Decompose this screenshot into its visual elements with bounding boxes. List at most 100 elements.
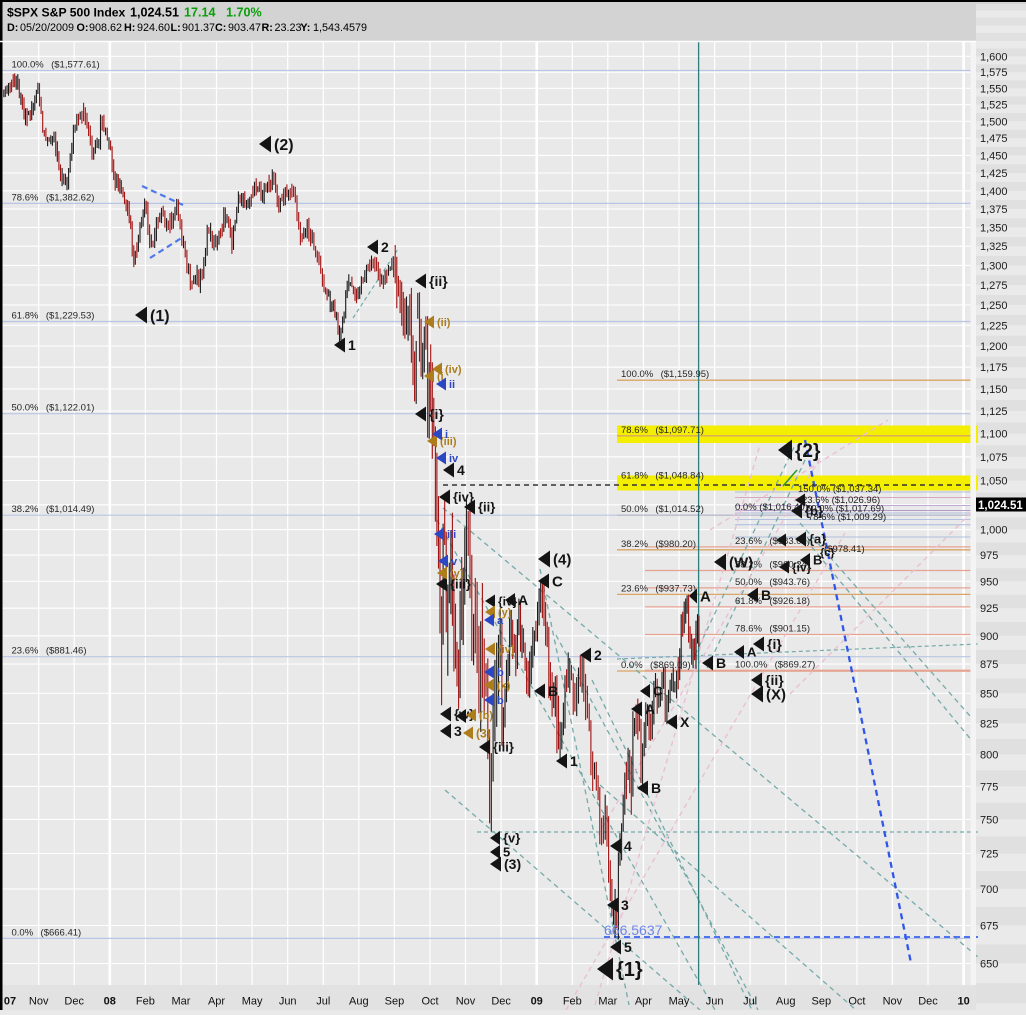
svg-text:50.0% ($943.76): 50.0% ($943.76) <box>735 577 810 588</box>
svg-text:i: i <box>445 429 448 441</box>
svg-text:1,000: 1,000 <box>980 525 1008 537</box>
svg-text:C: C <box>653 684 663 699</box>
svg-text:1,250: 1,250 <box>980 300 1008 312</box>
svg-text:X: X <box>680 714 690 730</box>
svg-text:{ii}: {ii} <box>478 500 495 515</box>
svg-text:2: 2 <box>381 239 389 255</box>
svg-text:{i}: {i} <box>429 406 444 422</box>
svg-text:(1): (1) <box>150 308 170 325</box>
svg-text:61.8% ($1,048.84): 61.8% ($1,048.84) <box>621 471 704 482</box>
svg-text:05/20/2009: 05/20/2009 <box>20 22 74 34</box>
svg-text:61.8% ($926.18): 61.8% ($926.18) <box>735 596 810 607</box>
svg-text:(y): (y) <box>498 607 512 619</box>
svg-text:1,525: 1,525 <box>980 100 1008 112</box>
svg-text:78.6% ($1,009.29): 78.6% ($1,009.29) <box>808 512 886 523</box>
svg-text:775: 775 <box>980 781 998 793</box>
svg-text:a: a <box>497 615 504 627</box>
svg-text:3: 3 <box>621 897 629 913</box>
svg-text:iii: iii <box>447 529 456 541</box>
svg-text:908.62: 908.62 <box>89 22 122 34</box>
svg-text:L:: L: <box>171 22 181 34</box>
svg-text:17.14: 17.14 <box>184 6 216 20</box>
svg-text:O:: O: <box>77 22 89 34</box>
svg-text:950: 950 <box>980 576 998 588</box>
svg-text:(iv): (iv) <box>498 644 515 656</box>
svg-text:38.2% ($1,014.49): 38.2% ($1,014.49) <box>12 504 95 515</box>
svg-text:Dec: Dec <box>918 996 938 1008</box>
svg-text:Mar: Mar <box>172 996 191 1008</box>
svg-text:1,075: 1,075 <box>980 452 1008 464</box>
svg-text:1,550: 1,550 <box>980 83 1008 95</box>
svg-text:100.0% ($869.27): 100.0% ($869.27) <box>735 660 815 671</box>
svg-text:1,500: 1,500 <box>980 116 1008 128</box>
svg-text:10: 10 <box>957 996 969 1008</box>
svg-text:B: B <box>813 553 822 568</box>
svg-text:1,175: 1,175 <box>980 362 1008 374</box>
svg-text:23.6% ($983.02): 23.6% ($983.02) <box>735 536 810 547</box>
svg-text:Jul: Jul <box>316 996 330 1008</box>
svg-text:875: 875 <box>980 659 998 671</box>
svg-text:1,600: 1,600 <box>980 51 1008 63</box>
svg-text:b: b <box>497 695 504 707</box>
svg-text:1,050: 1,050 <box>980 476 1008 488</box>
svg-text:1,325: 1,325 <box>980 241 1008 253</box>
svg-text:2: 2 <box>594 647 602 663</box>
svg-text:1,300: 1,300 <box>980 260 1008 272</box>
svg-text:($978.41): ($978.41) <box>824 544 865 555</box>
svg-text:Aug: Aug <box>776 996 796 1008</box>
svg-text:(W): (W) <box>729 554 753 571</box>
svg-text:1,350: 1,350 <box>980 222 1008 234</box>
svg-text:(i: (i <box>437 371 444 383</box>
svg-text:B: B <box>716 655 726 671</box>
svg-text:(b): (b) <box>479 710 493 722</box>
svg-text:08: 08 <box>104 996 116 1008</box>
svg-text:{iii}: {iii} <box>493 740 514 755</box>
svg-text:May: May <box>242 996 263 1008</box>
svg-text:Sep: Sep <box>812 996 832 1008</box>
svg-text:Dec: Dec <box>491 996 511 1008</box>
svg-text:1,425: 1,425 <box>980 168 1008 180</box>
svg-text:1: 1 <box>570 753 578 769</box>
svg-text:b: b <box>497 667 504 679</box>
svg-text:(x): (x) <box>497 680 511 692</box>
svg-text:Dec: Dec <box>64 996 84 1008</box>
svg-text:4: 4 <box>624 838 632 854</box>
svg-text:23.6% ($1,026.96): 23.6% ($1,026.96) <box>802 495 880 506</box>
svg-text:(iii): (iii) <box>440 436 457 448</box>
svg-text:{iv}: {iv} <box>453 490 474 505</box>
svg-text:Apr: Apr <box>635 996 652 1008</box>
svg-text:1.70%: 1.70% <box>226 6 262 20</box>
svg-text:850: 850 <box>980 688 998 700</box>
svg-text:666.5637: 666.5637 <box>604 922 663 938</box>
svg-text:v: v <box>451 556 458 568</box>
svg-text:A: A <box>518 592 528 608</box>
svg-text:Apr: Apr <box>208 996 225 1008</box>
svg-text:09: 09 <box>531 996 543 1008</box>
svg-text:900: 900 <box>980 631 998 643</box>
svg-text:1,100: 1,100 <box>980 429 1008 441</box>
svg-text:800: 800 <box>980 749 998 761</box>
svg-text:(iv): (iv) <box>445 364 462 376</box>
svg-text:ii: ii <box>449 379 455 391</box>
svg-text:Feb: Feb <box>136 996 155 1008</box>
svg-text:78.6% ($901.15): 78.6% ($901.15) <box>735 624 810 635</box>
svg-text:{2}: {2} <box>795 441 821 462</box>
svg-text:Aug: Aug <box>349 996 369 1008</box>
svg-text:Nov: Nov <box>883 996 903 1008</box>
svg-text:23.6% ($937.73): 23.6% ($937.73) <box>621 583 696 594</box>
svg-text:1,450: 1,450 <box>980 150 1008 162</box>
svg-text:Sep: Sep <box>385 996 405 1008</box>
svg-text:725: 725 <box>980 849 998 861</box>
svg-text:{a}: {a} <box>809 532 826 547</box>
svg-text:(ii): (ii) <box>437 317 451 329</box>
svg-text:{v}: {v} <box>503 831 520 846</box>
svg-text:May: May <box>669 996 690 1008</box>
svg-text:1,375: 1,375 <box>980 204 1008 216</box>
svg-text:150.0% ($1,037.34): 150.0% ($1,037.34) <box>798 484 881 495</box>
svg-text:Oct: Oct <box>848 996 865 1008</box>
svg-text:0.0% ($869.09): 0.0% ($869.09) <box>621 660 691 671</box>
svg-text:903.47: 903.47 <box>228 22 261 34</box>
svg-text:D:: D: <box>7 22 18 34</box>
svg-text:iv: iv <box>449 453 459 465</box>
svg-text:H:: H: <box>124 22 135 34</box>
